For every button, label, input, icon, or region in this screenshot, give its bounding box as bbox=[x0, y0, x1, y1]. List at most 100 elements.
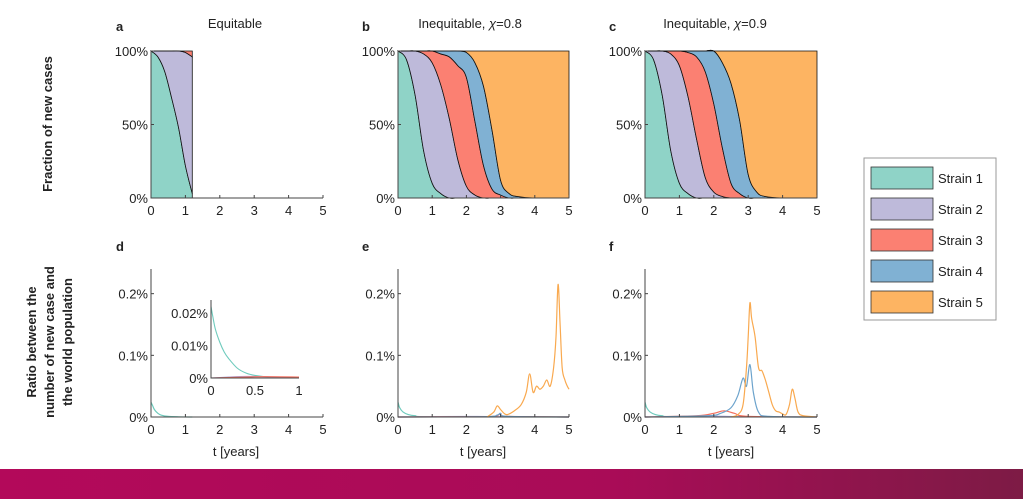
xtick-label-a: 3 bbox=[251, 203, 258, 218]
ylabel-bottom-line-3: the world population bbox=[60, 278, 75, 406]
ytick-label-a: 50% bbox=[122, 118, 148, 133]
ytick-label-e: 0.1% bbox=[365, 348, 395, 363]
ytick-label-a: 0% bbox=[129, 191, 148, 206]
xtick-label-a: 2 bbox=[216, 203, 223, 218]
xtick-label-e: 4 bbox=[531, 422, 538, 437]
line-e-strain-4 bbox=[398, 413, 569, 417]
inset-ytick-label: 0% bbox=[189, 371, 208, 386]
inset-ytick-label: 0.01% bbox=[171, 339, 208, 354]
panel-label-f: f bbox=[609, 239, 614, 254]
xtick-label-e: 5 bbox=[565, 422, 572, 437]
legend-entry-strain-2: Strain 2 bbox=[871, 198, 983, 220]
xtick-label-b: 3 bbox=[497, 203, 504, 218]
line-e-strain-1 bbox=[398, 402, 569, 417]
xtick-label-d: 5 bbox=[319, 422, 326, 437]
panel-label-e: e bbox=[362, 239, 369, 254]
xtick-label-a: 5 bbox=[319, 203, 326, 218]
inset-xtick-label: 0.5 bbox=[246, 383, 264, 398]
xtick-label-d: 1 bbox=[182, 422, 189, 437]
xtick-label-a: 0 bbox=[147, 203, 154, 218]
ytick-label-d: 0.1% bbox=[118, 348, 148, 363]
ytick-label-c: 50% bbox=[616, 118, 642, 133]
legend-label-strain-3: Strain 3 bbox=[938, 233, 983, 248]
legend-entry-strain-3: Strain 3 bbox=[871, 229, 983, 251]
legend-swatch-strain-5 bbox=[871, 291, 933, 313]
inset-ytick-label: 0.02% bbox=[171, 306, 208, 321]
line-f-strain-5 bbox=[731, 302, 817, 417]
xtick-label-a: 4 bbox=[285, 203, 292, 218]
ytick-label-b: 100% bbox=[362, 44, 396, 59]
xtick-label-f: 5 bbox=[813, 422, 820, 437]
ylabel-bottom-line-1: Ratio between the bbox=[24, 286, 39, 397]
xtick-label-b: 4 bbox=[531, 203, 538, 218]
ytick-label-e: 0.2% bbox=[365, 287, 395, 302]
legend: Strain 1 Strain 2 Strain 3 Strain 4 Stra… bbox=[864, 158, 996, 320]
ytick-label-c: 100% bbox=[609, 44, 643, 59]
panel-label-b: b bbox=[362, 19, 370, 34]
ytick-label-b: 0% bbox=[376, 191, 395, 206]
xtick-label-c: 1 bbox=[676, 203, 683, 218]
panel-e-plot: 0 1 2 3 4 5 0% 0.1% 0.2% bbox=[365, 269, 572, 437]
panel-label-d: d bbox=[116, 239, 124, 254]
xtick-label-d: 0 bbox=[147, 422, 154, 437]
xtick-label-e: 2 bbox=[463, 422, 470, 437]
legend-swatch-strain-4 bbox=[871, 260, 933, 282]
ytick-label-f: 0.2% bbox=[612, 287, 642, 302]
title-c-value: =0.9 bbox=[741, 16, 767, 31]
xtick-label-f: 0 bbox=[641, 422, 648, 437]
panel-f-plot: 0 1 2 3 4 5 0% 0.1% 0.2% bbox=[612, 269, 820, 437]
xtick-label-e: 1 bbox=[429, 422, 436, 437]
line-f-strain-1 bbox=[645, 402, 817, 417]
title-b: Inequitable, χ=0.8 bbox=[418, 16, 522, 31]
xtick-label-c: 5 bbox=[813, 203, 820, 218]
legend-label-strain-1: Strain 1 bbox=[938, 171, 983, 186]
xtick-label-d: 3 bbox=[251, 422, 258, 437]
title-c-prefix: Inequitable, bbox=[663, 16, 734, 31]
legend-entry-strain-5: Strain 5 bbox=[871, 291, 983, 313]
xtick-label-f: 2 bbox=[710, 422, 717, 437]
xtick-label-d: 4 bbox=[285, 422, 292, 437]
xtick-label-b: 0 bbox=[394, 203, 401, 218]
xtick-label-f: 4 bbox=[779, 422, 786, 437]
ylabel-top: Fraction of new cases bbox=[40, 56, 55, 192]
legend-entry-strain-4: Strain 4 bbox=[871, 260, 983, 282]
panel-label-a: a bbox=[116, 19, 124, 34]
legend-label-strain-4: Strain 4 bbox=[938, 264, 983, 279]
xtick-label-b: 2 bbox=[463, 203, 470, 218]
axes-e bbox=[398, 269, 569, 417]
legend-swatch-strain-1 bbox=[871, 167, 933, 189]
ytick-label-e: 0% bbox=[376, 410, 395, 425]
ytick-label-f: 0% bbox=[623, 410, 642, 425]
xtick-label-c: 4 bbox=[779, 203, 786, 218]
xtick-label-f: 3 bbox=[745, 422, 752, 437]
footer-bar bbox=[0, 469, 1023, 499]
ytick-label-f: 0.1% bbox=[612, 348, 642, 363]
inset-xtick-label: 0 bbox=[207, 383, 214, 398]
xtick-label-b: 1 bbox=[429, 203, 436, 218]
xtick-label-a: 1 bbox=[182, 203, 189, 218]
xtick-label-b: 5 bbox=[565, 203, 572, 218]
ytick-label-d: 0.2% bbox=[118, 287, 148, 302]
legend-swatch-strain-2 bbox=[871, 198, 933, 220]
xtick-label-e: 0 bbox=[394, 422, 401, 437]
ylabel-bottom-line-2: number of new case and bbox=[42, 266, 57, 418]
title-b-value: =0.8 bbox=[496, 16, 522, 31]
xlabel-e: t [years] bbox=[460, 444, 506, 459]
xtick-label-c: 0 bbox=[641, 203, 648, 218]
xlabel-f: t [years] bbox=[708, 444, 754, 459]
panel-label-c: c bbox=[609, 19, 616, 34]
xtick-label-f: 1 bbox=[676, 422, 683, 437]
title-b-prefix: Inequitable, bbox=[418, 16, 489, 31]
line-e-strain-5 bbox=[487, 284, 569, 417]
inset-axes bbox=[211, 300, 299, 378]
xtick-label-e: 3 bbox=[497, 422, 504, 437]
legend-entry-strain-1: Strain 1 bbox=[871, 167, 983, 189]
ytick-label-b: 50% bbox=[369, 118, 395, 133]
xtick-label-c: 2 bbox=[710, 203, 717, 218]
